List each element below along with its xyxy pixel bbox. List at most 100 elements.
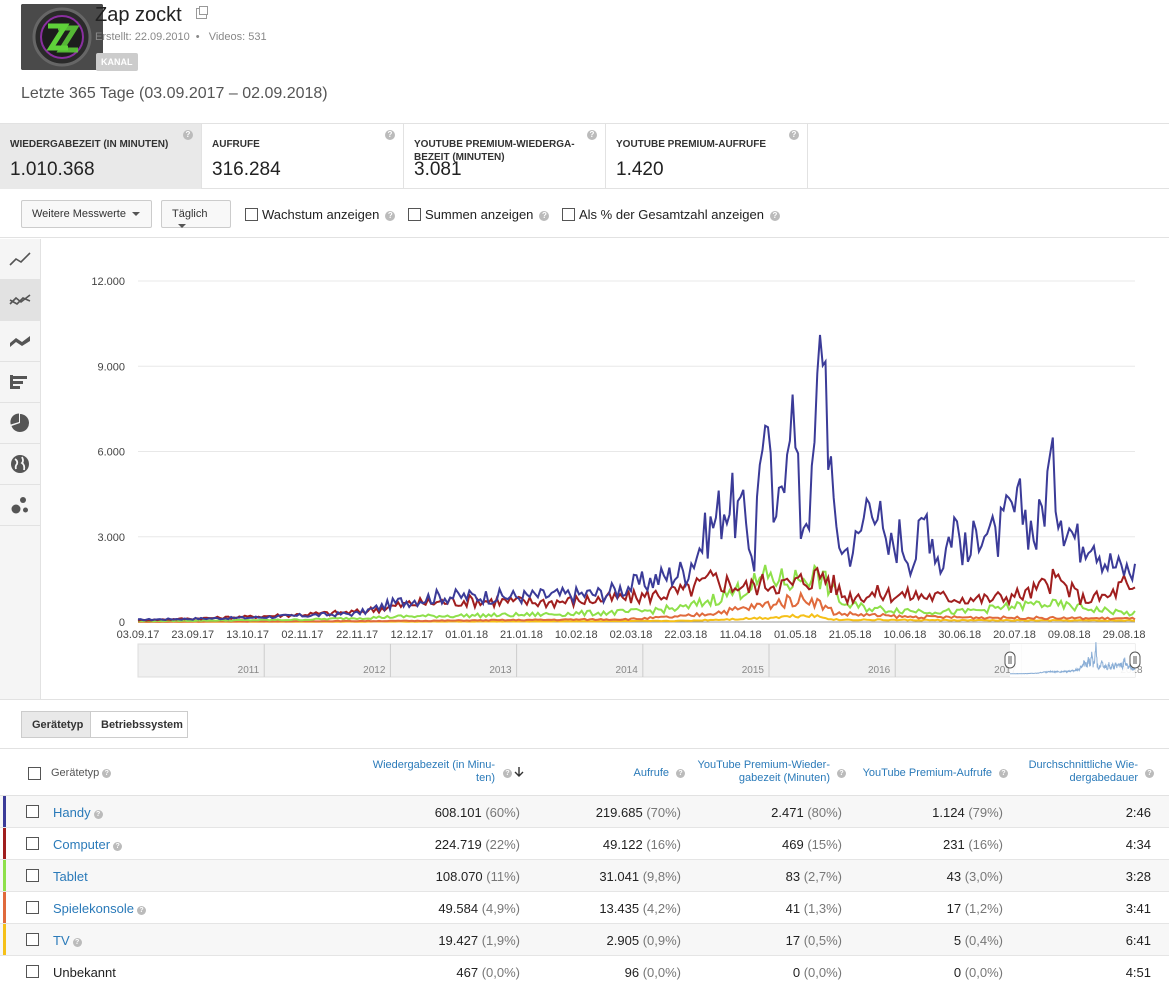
x-tick-label: 30.06.18: [938, 629, 981, 641]
line-chart-button[interactable]: [0, 239, 40, 280]
column-header-avg-duration[interactable]: Durchschnittliche Wie-dergabedauer: [1028, 759, 1138, 784]
metric-label: AUFRUFE: [212, 139, 260, 150]
premium-views-cell: 1.124 (79%): [932, 805, 1003, 820]
timeline-handle[interactable]: [1129, 651, 1141, 669]
interval-dropdown[interactable]: Täglich: [161, 200, 231, 229]
row-checkbox[interactable]: [26, 837, 39, 850]
tab-operating-system[interactable]: Betriebssystem: [90, 711, 188, 738]
channel-avatar[interactable]: [21, 4, 103, 70]
premium-views-cell: 5 (0,4%): [953, 933, 1003, 948]
table-header: Gerätetyp? Wiedergabezeit (in Minu-ten) …: [0, 748, 1169, 796]
help-icon[interactable]: ?: [539, 211, 550, 221]
row-checkbox[interactable]: [26, 805, 39, 818]
pie-chart-button[interactable]: [0, 403, 40, 444]
help-icon[interactable]: ?: [93, 810, 103, 819]
table-row[interactable]: Unbekannt 467 (0,0%) 96 (0,0%) 0 (0,0%) 0 (0…: [0, 956, 1169, 985]
channel-header: Zap zockt Erstellt: 22.09.2010 • Videos: …: [0, 0, 1169, 124]
bar-chart-button[interactable]: [0, 362, 40, 403]
metric-card-views[interactable]: AUFRUFE 316.284 ?: [202, 124, 404, 189]
help-icon[interactable]: ?: [385, 130, 395, 140]
help-icon[interactable]: ?: [503, 769, 512, 778]
line-chart[interactable]: 12.000 9.000 6.000 3.000 0 03.09.17 23.09.17 13…: [42, 239, 1169, 699]
percent-checkbox[interactable]: Als % der Gesamtzahl anzeigen?: [562, 207, 780, 222]
row-checkbox[interactable]: [26, 869, 39, 882]
help-icon[interactable]: ?: [1145, 769, 1154, 778]
checkbox[interactable]: [408, 208, 421, 221]
metric-card-watchtime[interactable]: WIEDERGABEZEIT (IN MINUTEN) 1.010.368 ?: [0, 124, 202, 189]
select-all-checkbox[interactable]: [28, 767, 41, 780]
growth-checkbox[interactable]: Wachstum anzeigen?: [245, 207, 396, 222]
y-tick-label: 3.000: [97, 532, 125, 544]
device-name[interactable]: TV?: [53, 933, 82, 948]
sums-checkbox[interactable]: Summen anzeigen?: [408, 207, 550, 222]
row-checkbox[interactable]: [26, 933, 39, 946]
help-icon[interactable]: ?: [385, 211, 396, 221]
table-row[interactable]: Spielekonsole? 49.584 (4,9%) 13.435 (4,2%)…: [0, 892, 1169, 924]
column-header-premium-views[interactable]: YouTube Premium-Aufrufe: [862, 767, 992, 779]
timeline-navigator[interactable]: [137, 643, 1136, 678]
series-color-bar: [3, 924, 6, 955]
tab-device-type[interactable]: Gerätetyp: [21, 711, 91, 738]
device-name[interactable]: Handy?: [53, 805, 103, 820]
help-icon[interactable]: ?: [72, 938, 82, 947]
views-cell: 31.041 (9,8%): [599, 869, 681, 884]
column-header-device: Gerätetyp?: [51, 767, 112, 780]
column-header-premium-watchtime[interactable]: YouTube Premium-Wieder-gabezeit (Minuten…: [697, 759, 830, 784]
help-icon[interactable]: ?: [769, 211, 780, 221]
device-name[interactable]: Spielekonsole?: [53, 901, 146, 916]
premium-watchtime-cell: 17 (0,5%): [785, 933, 842, 948]
row-checkbox[interactable]: [26, 965, 39, 978]
avg-duration-cell: 6:41: [1125, 933, 1151, 948]
stacked-area-button[interactable]: [0, 321, 40, 362]
metric-card-premium-views[interactable]: YOUTUBE PREMIUM-AUFRUFE 1.420 ?: [606, 124, 808, 189]
help-icon[interactable]: ?: [113, 842, 123, 851]
timeline-sparkline: [1010, 642, 1136, 675]
dropdown-label: Täglich: [172, 208, 208, 220]
metric-card-premium-watchtime[interactable]: YOUTUBE PREMIUM-WIEDERGA-BEZEIT (MINUTEN…: [404, 124, 606, 189]
views-cell: 2.905 (0,9%): [606, 933, 681, 948]
help-icon[interactable]: ?: [183, 130, 193, 140]
help-icon[interactable]: ?: [102, 769, 112, 778]
channel-title[interactable]: Zap zockt: [95, 4, 182, 26]
timeline-handle[interactable]: [1004, 651, 1016, 669]
chart-svg[interactable]: 12.000 9.000 6.000 3.000 003.09.17 23.09.17 13…: [42, 239, 1169, 699]
checkbox-label: Summen anzeigen: [425, 207, 534, 222]
x-tick-label: 22.03.18: [664, 629, 707, 641]
checkbox[interactable]: [562, 208, 575, 221]
help-icon[interactable]: ?: [587, 130, 597, 140]
watchtime-cell: 108.070 (11%): [435, 869, 520, 884]
bubble-chart-button[interactable]: [0, 485, 40, 526]
timeline-selection[interactable]: [1010, 644, 1135, 677]
table-row[interactable]: Handy? 608.101 (60%) 219.685 (70%) 2.471 (8…: [0, 796, 1169, 828]
column-header-watchtime[interactable]: Wiedergabezeit (in Minu-ten): [372, 759, 495, 784]
checkbox[interactable]: [245, 208, 258, 221]
column-header-views[interactable]: Aufrufe: [633, 767, 669, 779]
dropdown-label: Weitere Messwerte: [32, 208, 126, 220]
row-checkbox[interactable]: [26, 901, 39, 914]
series-line-computer[interactable]: [137, 566, 1136, 622]
device-name[interactable]: Computer?: [53, 837, 123, 852]
more-metrics-dropdown[interactable]: Weitere Messwerte: [21, 200, 152, 228]
external-link-icon[interactable]: [196, 6, 208, 19]
multi-line-chart-button[interactable]: [0, 280, 40, 321]
avg-duration-cell: 4:51: [1125, 965, 1151, 980]
table-row[interactable]: Computer? 224.719 (22%) 49.122 (16%) 469 (1…: [0, 828, 1169, 860]
device-name[interactable]: Tablet: [53, 869, 88, 884]
help-icon[interactable]: ?: [837, 769, 846, 778]
x-tick-label: 22.11.17: [336, 629, 378, 641]
sort-down-icon[interactable]: [514, 766, 524, 778]
help-icon[interactable]: ?: [676, 769, 685, 778]
metric-cards: WIEDERGABEZEIT (IN MINUTEN) 1.010.368 ? …: [0, 123, 1169, 189]
series-line-handy[interactable]: [137, 334, 1136, 622]
help-icon[interactable]: ?: [136, 906, 146, 915]
series-line-tablet[interactable]: [137, 563, 1136, 623]
map-button[interactable]: [0, 444, 40, 485]
help-icon[interactable]: ?: [789, 130, 799, 140]
table-row[interactable]: TV? 19.427 (1,9%) 2.905 (0,9%) 17 (0,5%) 5 (…: [0, 924, 1169, 956]
help-icon[interactable]: ?: [999, 769, 1008, 778]
series-line-spielekonsole[interactable]: [138, 590, 1136, 623]
premium-watchtime-cell: 0 (0,0%): [792, 965, 842, 980]
y-tick-label: 9.000: [97, 361, 125, 373]
table-row[interactable]: Tablet 108.070 (11%) 31.041 (9,8%) 83 (2,7%…: [0, 860, 1169, 892]
date-range: Letzte 365 Tage (03.09.2017 – 02.09.2018…: [21, 85, 328, 102]
